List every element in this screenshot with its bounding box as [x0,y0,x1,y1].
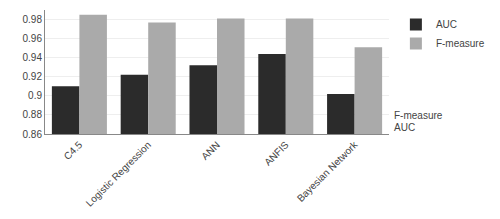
svg-text:ANFIS: ANFIS [262,139,291,168]
svg-text:0.94: 0.94 [23,52,43,63]
svg-text:Bayesian Network: Bayesian Network [295,138,360,203]
svg-text:0.86: 0.86 [23,129,43,140]
svg-text:C4.5: C4.5 [62,139,85,162]
svg-text:0.92: 0.92 [23,71,43,82]
svg-text:F-measure: F-measure [436,38,485,49]
svg-text:0.9: 0.9 [28,90,42,101]
svg-text:AUC: AUC [436,19,457,30]
svg-text:F-measure: F-measure [394,110,443,121]
svg-text:0.88: 0.88 [23,109,43,120]
svg-text:ANN: ANN [199,139,222,162]
svg-text:0.96: 0.96 [23,33,43,44]
svg-text:AUC: AUC [394,122,415,133]
svg-text:0.98: 0.98 [23,14,43,25]
svg-text:Logistic Regression: Logistic Regression [84,139,153,208]
